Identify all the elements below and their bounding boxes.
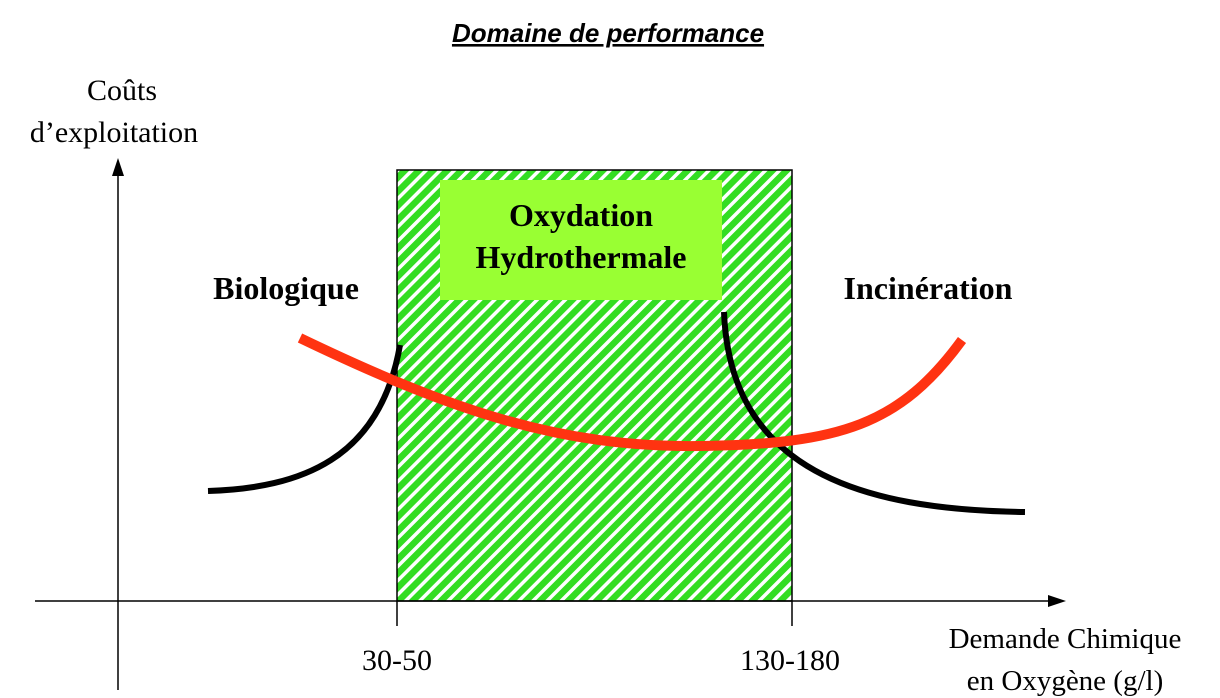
- x-tick-label: 130-180: [740, 644, 840, 677]
- incineration-curve: [721, 311, 1026, 515]
- region-label-box: [440, 180, 722, 300]
- y-axis-label: d’exploitation: [30, 116, 198, 149]
- x-axis-label: Demande Chimique: [949, 623, 1182, 655]
- x-tick-label: 30-50: [362, 644, 432, 677]
- title: Domaine de performance: [452, 18, 764, 48]
- hydrothermal-curve: [297, 333, 967, 452]
- x-axis-label: en Oxygène (g/l): [967, 665, 1164, 697]
- region-label: Incinération: [844, 270, 1013, 306]
- x-axis-arrow: [1048, 595, 1066, 607]
- region-label: Oxydation: [509, 197, 653, 233]
- region-label: Hydrothermale: [476, 239, 687, 275]
- region-label: Biologique: [213, 270, 359, 306]
- y-axis-arrow: [112, 158, 124, 176]
- biological-curve: [207, 344, 403, 494]
- y-axis-label: Coûts: [87, 74, 157, 107]
